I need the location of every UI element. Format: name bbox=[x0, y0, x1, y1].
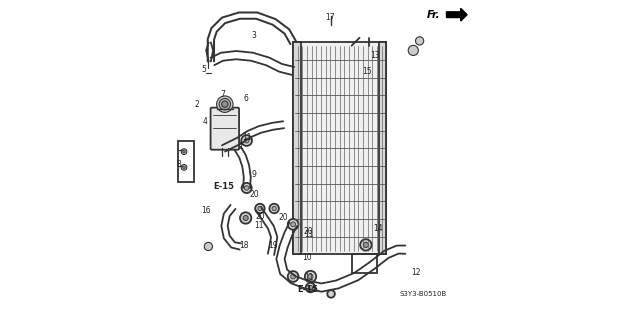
Circle shape bbox=[327, 290, 335, 298]
Text: 20: 20 bbox=[250, 190, 259, 199]
Circle shape bbox=[216, 96, 233, 112]
Text: 3: 3 bbox=[251, 31, 256, 40]
Circle shape bbox=[364, 242, 369, 248]
Circle shape bbox=[272, 206, 276, 211]
Circle shape bbox=[308, 274, 313, 279]
Bar bbox=[293, 42, 301, 254]
Text: 5: 5 bbox=[202, 65, 206, 74]
Circle shape bbox=[288, 271, 298, 282]
Circle shape bbox=[181, 165, 187, 170]
Circle shape bbox=[183, 150, 186, 153]
Text: 9: 9 bbox=[252, 170, 257, 179]
Text: 1: 1 bbox=[238, 142, 243, 151]
Text: 11: 11 bbox=[304, 230, 314, 239]
Text: 11: 11 bbox=[255, 221, 264, 230]
Text: E-15: E-15 bbox=[213, 182, 234, 191]
Circle shape bbox=[305, 271, 316, 282]
Text: 8: 8 bbox=[177, 160, 182, 169]
Text: E-15: E-15 bbox=[297, 285, 318, 294]
Circle shape bbox=[306, 283, 316, 292]
Text: 6: 6 bbox=[244, 94, 249, 103]
Text: 17: 17 bbox=[326, 13, 335, 22]
Bar bbox=[378, 42, 387, 254]
Text: 10: 10 bbox=[303, 253, 312, 262]
Circle shape bbox=[240, 212, 252, 224]
Text: 16: 16 bbox=[202, 206, 211, 215]
FancyBboxPatch shape bbox=[211, 108, 239, 150]
Text: 14: 14 bbox=[372, 224, 382, 233]
Circle shape bbox=[241, 135, 252, 146]
Circle shape bbox=[258, 206, 262, 211]
Bar bbox=[179, 141, 193, 182]
Circle shape bbox=[181, 149, 187, 154]
Circle shape bbox=[204, 242, 212, 250]
Circle shape bbox=[291, 222, 296, 227]
Text: 15: 15 bbox=[362, 67, 372, 76]
Circle shape bbox=[219, 99, 230, 110]
Text: S3Y3-B0510B: S3Y3-B0510B bbox=[399, 291, 446, 297]
Text: 20: 20 bbox=[303, 227, 313, 236]
Circle shape bbox=[288, 219, 298, 230]
Circle shape bbox=[221, 101, 228, 107]
Circle shape bbox=[255, 204, 265, 213]
Circle shape bbox=[183, 166, 186, 169]
Text: 13: 13 bbox=[371, 51, 380, 60]
Text: 19: 19 bbox=[268, 241, 278, 250]
Text: 2: 2 bbox=[195, 100, 199, 109]
Polygon shape bbox=[447, 8, 467, 21]
Text: 7: 7 bbox=[220, 90, 225, 99]
Circle shape bbox=[244, 138, 249, 143]
Text: Fr.: Fr. bbox=[427, 10, 441, 20]
Text: 20: 20 bbox=[256, 212, 266, 221]
Text: 12: 12 bbox=[412, 268, 421, 277]
Circle shape bbox=[308, 286, 313, 290]
Circle shape bbox=[360, 239, 372, 250]
Circle shape bbox=[241, 183, 252, 193]
Circle shape bbox=[291, 274, 296, 279]
Text: 11: 11 bbox=[304, 273, 314, 282]
Circle shape bbox=[243, 215, 248, 220]
Circle shape bbox=[244, 186, 249, 190]
Bar bbox=[293, 42, 387, 254]
Circle shape bbox=[408, 45, 419, 56]
Text: 18: 18 bbox=[239, 241, 248, 250]
Text: 20: 20 bbox=[278, 212, 288, 222]
Text: 4: 4 bbox=[203, 117, 208, 126]
Text: 11: 11 bbox=[242, 133, 252, 143]
Circle shape bbox=[415, 37, 424, 45]
Circle shape bbox=[269, 204, 279, 213]
